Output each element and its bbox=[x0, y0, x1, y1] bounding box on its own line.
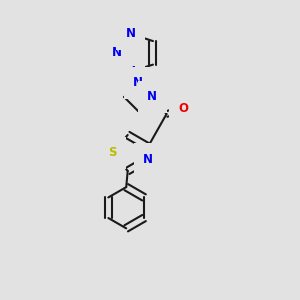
Text: S: S bbox=[108, 146, 117, 159]
Text: N: N bbox=[112, 46, 122, 59]
Text: N: N bbox=[126, 65, 136, 78]
Text: N: N bbox=[143, 153, 153, 166]
Text: N: N bbox=[126, 27, 136, 40]
Text: N: N bbox=[147, 91, 158, 103]
Text: O: O bbox=[178, 102, 189, 115]
Text: N: N bbox=[133, 76, 143, 89]
